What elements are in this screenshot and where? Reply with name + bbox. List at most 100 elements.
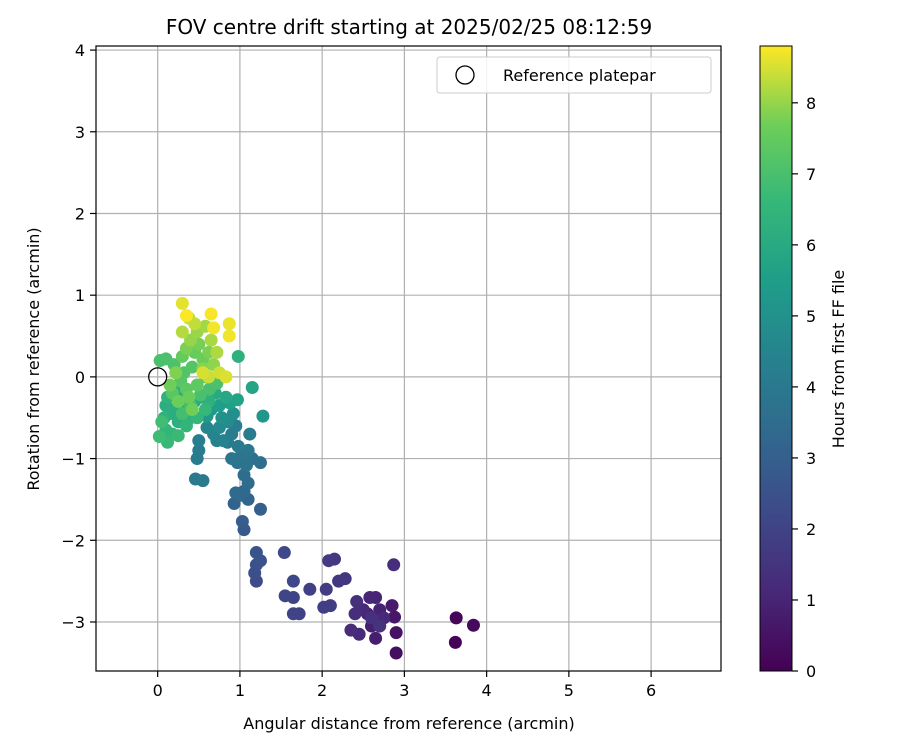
data-point (226, 407, 240, 421)
y-tick-label: 0 (75, 368, 85, 387)
y-tick-label: −3 (61, 613, 85, 632)
y-tick-label: 2 (75, 204, 85, 223)
data-point (163, 378, 177, 392)
colorbar-label: Hours from first FF file (829, 270, 848, 449)
data-point (256, 409, 270, 423)
data-point (229, 486, 243, 500)
legend-label: Reference platepar (503, 66, 656, 85)
data-point (179, 309, 193, 323)
colorbar-tick-label: 7 (806, 165, 816, 184)
x-tick-label: 0 (153, 681, 163, 700)
data-point (253, 502, 267, 516)
x-tick-label: 6 (646, 681, 656, 700)
data-point (210, 345, 224, 359)
data-point (319, 582, 333, 596)
data-point (222, 317, 236, 331)
data-point (175, 407, 189, 421)
data-point (237, 468, 251, 482)
data-point (200, 421, 214, 435)
data-point (286, 607, 300, 621)
data-point (243, 427, 257, 441)
data-point (448, 635, 462, 649)
data-point (182, 390, 196, 404)
data-point (369, 631, 383, 645)
data-point (385, 599, 399, 613)
data-point (245, 381, 259, 395)
chart-title: FOV centre drift starting at 2025/02/25 … (166, 15, 652, 39)
data-point (215, 411, 229, 425)
data-point (317, 600, 331, 614)
data-point (277, 546, 291, 560)
data-point (185, 360, 199, 374)
data-point (216, 434, 230, 448)
data-point (152, 430, 166, 444)
data-point (235, 514, 249, 528)
grid (96, 46, 721, 671)
y-tick-label: 4 (75, 41, 85, 60)
reference-platepar-marker (148, 367, 168, 387)
x-tick-label: 3 (399, 681, 409, 700)
x-tick-label: 5 (564, 681, 574, 700)
data-point (196, 366, 210, 380)
data-point (190, 378, 204, 392)
data-point (204, 333, 218, 347)
data-point (198, 403, 212, 417)
legend: Reference platepar (436, 56, 712, 94)
data-point (231, 439, 245, 453)
data-point (363, 590, 377, 604)
colorbar-tick-label: 4 (806, 378, 816, 397)
data-point (192, 434, 206, 448)
data-points (152, 296, 480, 660)
data-point (204, 307, 218, 321)
data-point (388, 610, 402, 624)
data-point (278, 589, 292, 603)
data-point (230, 393, 244, 407)
reference-marker-group (148, 367, 168, 387)
colorbar-tick-label: 0 (806, 662, 816, 681)
data-point (222, 329, 236, 343)
colorbar-tick-label: 5 (806, 307, 816, 326)
colorbar-tick-label: 2 (806, 520, 816, 539)
y-axis-ticks: −3 −2 −1 0 1 2 3 4 (61, 41, 96, 632)
data-point (219, 390, 233, 404)
data-point (322, 554, 336, 568)
data-point (449, 611, 463, 625)
data-point (175, 296, 189, 310)
data-point (231, 349, 245, 363)
y-tick-label: −2 (61, 531, 85, 550)
x-tick-label: 2 (317, 681, 327, 700)
data-point (171, 394, 185, 408)
data-point (188, 317, 202, 331)
data-point (179, 419, 193, 433)
x-axis-label: Angular distance from reference (arcmin) (243, 714, 574, 733)
colorbar-ticks: 0 1 2 3 4 5 6 7 8 (792, 94, 816, 681)
data-point (348, 607, 362, 621)
data-point (207, 321, 221, 335)
data-point (249, 546, 263, 560)
data-point (350, 595, 364, 609)
y-tick-label: 3 (75, 123, 85, 142)
data-point (219, 370, 233, 384)
y-axis-label: Rotation from reference (arcmin) (24, 227, 43, 490)
data-point (175, 325, 189, 339)
data-point (155, 415, 169, 429)
data-point (286, 574, 300, 588)
colorbar-tick-label: 6 (806, 236, 816, 255)
data-point (373, 619, 387, 633)
data-point (169, 366, 183, 380)
colorbar-tick-label: 8 (806, 94, 816, 113)
data-point (389, 626, 403, 640)
colorbar-tick-label: 1 (806, 591, 816, 610)
data-point (332, 574, 346, 588)
data-point (241, 443, 255, 457)
data-point (303, 582, 317, 596)
data-point (387, 558, 401, 572)
colorbar: 0 1 2 3 4 5 6 7 8 Hours from first FF file (759, 45, 848, 681)
x-axis-ticks: 0 1 2 3 4 5 6 (153, 671, 656, 700)
colorbar-gradient (759, 45, 793, 672)
data-point (344, 623, 358, 637)
y-tick-label: −1 (61, 450, 85, 469)
data-point (171, 429, 185, 443)
